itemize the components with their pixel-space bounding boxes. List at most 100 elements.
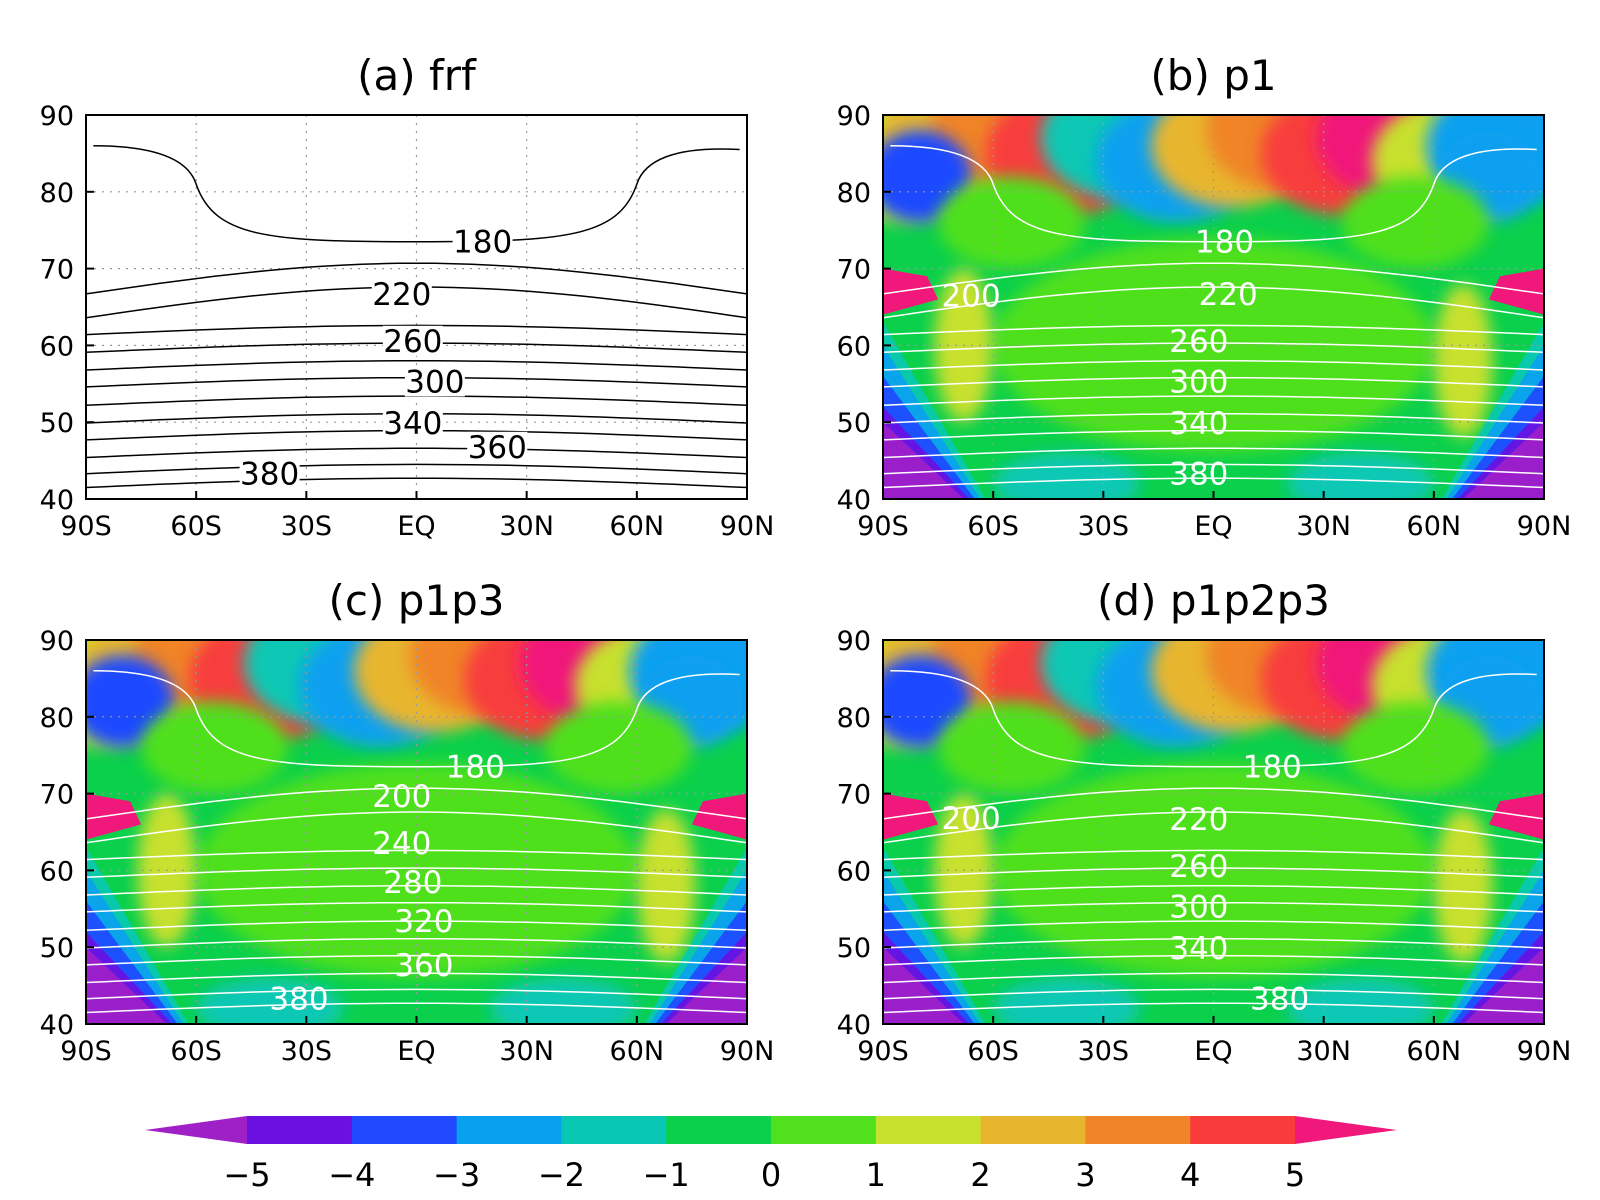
x-axis: 90S 60S 30S EQ 30N 60N 90N <box>60 1016 774 1067</box>
contour-label: 340 <box>383 406 442 442</box>
contour-label: 200 <box>942 278 1001 314</box>
contour-label: 220 <box>1169 802 1228 838</box>
x-tick-label: 30N <box>1296 1036 1351 1067</box>
field-patch <box>883 422 964 499</box>
y-tick-label: 80 <box>40 178 74 209</box>
x-tick-label: 90N <box>720 1036 775 1067</box>
grid <box>883 640 1544 1024</box>
field-patch <box>883 268 939 315</box>
x-tick-label: 60N <box>610 1036 665 1067</box>
contour-label: 340 <box>1169 406 1228 442</box>
field-patch <box>1488 793 1544 840</box>
y-tick-label: 50 <box>40 933 74 964</box>
contour-lines <box>883 144 1544 489</box>
colorbar: −5 −4 −3 −2 −1 0 1 2 3 4 5 <box>145 1116 1397 1194</box>
x-tick-label: EQ <box>1194 1036 1232 1067</box>
y-tick-label: 50 <box>40 408 74 439</box>
contour-lines <box>86 669 747 1014</box>
field-patch <box>636 808 696 963</box>
contour-labels: 180 220 260 300 340 360 380 <box>239 225 528 493</box>
panel-4: 180 200 220 260 300 340 380 (d) p1p2p3 90S 60S 30S… <box>837 576 1572 1067</box>
colorbar-box <box>351 1116 458 1144</box>
y-tick-label: 70 <box>40 780 74 811</box>
colorbar-tick-label: 4 <box>1180 1156 1200 1194</box>
colorbar-lower-extend <box>145 1116 247 1144</box>
y-tick-label: 70 <box>40 255 74 286</box>
colorbar-box <box>456 1116 562 1144</box>
colorbar-box <box>1085 1116 1191 1144</box>
x-tick-label: 30N <box>499 1036 554 1067</box>
y-tick-label: 40 <box>837 485 871 516</box>
contour-label: 180 <box>1243 750 1302 786</box>
y-tick-label: 90 <box>837 101 871 132</box>
plot-area: 180 220 260 300 340 360 380 <box>86 115 747 499</box>
colorbar-tick-label: 5 <box>1285 1156 1305 1194</box>
contour-label: 360 <box>394 948 453 984</box>
y-tick-label: 40 <box>40 485 74 516</box>
field-patch <box>141 701 288 794</box>
x-axis: 90S 60S 30S EQ 30N 60N 90N <box>60 491 774 542</box>
y-tick-label: 40 <box>40 1010 74 1041</box>
x-tick-label: 60S <box>170 1036 222 1067</box>
field-patch <box>1342 176 1489 269</box>
contour-labels: 180 200 220 260 300 340 380 <box>942 225 1258 493</box>
field-patch <box>691 793 747 840</box>
contour-label: 240 <box>372 826 431 862</box>
contour-lines <box>883 669 1544 1014</box>
panel-title: (d) p1p2p3 <box>1097 576 1330 625</box>
colorbar-box <box>1190 1116 1296 1144</box>
contour-label: 280 <box>383 865 442 901</box>
x-tick-label: 30S <box>281 1036 333 1067</box>
contour-labels: 180 200 220 260 300 340 380 <box>942 750 1310 1018</box>
x-axis: 90S 60S 30S EQ 30N 60N 90N <box>857 1016 1571 1067</box>
colorbar-box <box>980 1116 1086 1144</box>
panel-2: 180 200 220 260 300 340 380 (b) p1 90S 60S 30S EQ 30… <box>837 51 1572 542</box>
field-patch <box>883 793 939 840</box>
y-tick-label: 80 <box>40 703 74 734</box>
colorbar-box <box>561 1116 667 1144</box>
contour-label: 180 <box>446 750 505 786</box>
x-tick-label: 60N <box>1407 1036 1462 1067</box>
x-tick-label: 60S <box>967 1036 1019 1067</box>
field-patch <box>489 977 637 1024</box>
field-patch <box>196 977 344 1024</box>
field-patch <box>1463 422 1544 499</box>
x-tick-label: 90N <box>1517 1036 1572 1067</box>
y-tick-label: 60 <box>837 856 871 887</box>
y-tick-label: 70 <box>837 780 871 811</box>
field-patch <box>666 947 747 1024</box>
contour-label: 380 <box>269 982 328 1018</box>
colorbar-upper-extend <box>1295 1116 1397 1144</box>
panel-title: (a) frf <box>357 51 477 100</box>
colorbar-tick-label: 1 <box>866 1156 886 1194</box>
x-tick-label: 90S <box>60 1036 112 1067</box>
field-patch <box>938 701 1085 794</box>
x-axis: 90S 60S 30S EQ 30N 60N 90N <box>857 491 1571 542</box>
colorbar-tick-label: −4 <box>328 1156 375 1194</box>
field-patch <box>1463 947 1544 1024</box>
y-tick-label: 60 <box>40 856 74 887</box>
contour-label: 180 <box>453 225 512 261</box>
contour-label: 380 <box>1169 457 1228 493</box>
field-patch <box>545 701 692 794</box>
field-patch <box>1488 268 1544 315</box>
x-tick-label: 90S <box>60 511 112 542</box>
y-axis: 90 80 70 60 50 40 <box>40 101 94 516</box>
contour-label: 300 <box>1169 889 1228 925</box>
contour-label: 320 <box>394 904 453 940</box>
field-patch <box>993 977 1141 1024</box>
x-tick-label: 30S <box>1078 1036 1130 1067</box>
contour-label: 380 <box>1250 982 1309 1018</box>
colorbar-tick-label: −5 <box>223 1156 270 1194</box>
y-axis: 90 80 70 60 50 40 <box>837 626 891 1041</box>
x-tick-label: 60N <box>1407 511 1462 542</box>
field-patch <box>1433 808 1493 963</box>
field-patch <box>1286 977 1434 1024</box>
colorbar-tick-label: 2 <box>970 1156 990 1194</box>
contour-label: 340 <box>1169 931 1228 967</box>
x-tick-label: 90S <box>857 1036 909 1067</box>
contour-label: 380 <box>240 457 299 493</box>
